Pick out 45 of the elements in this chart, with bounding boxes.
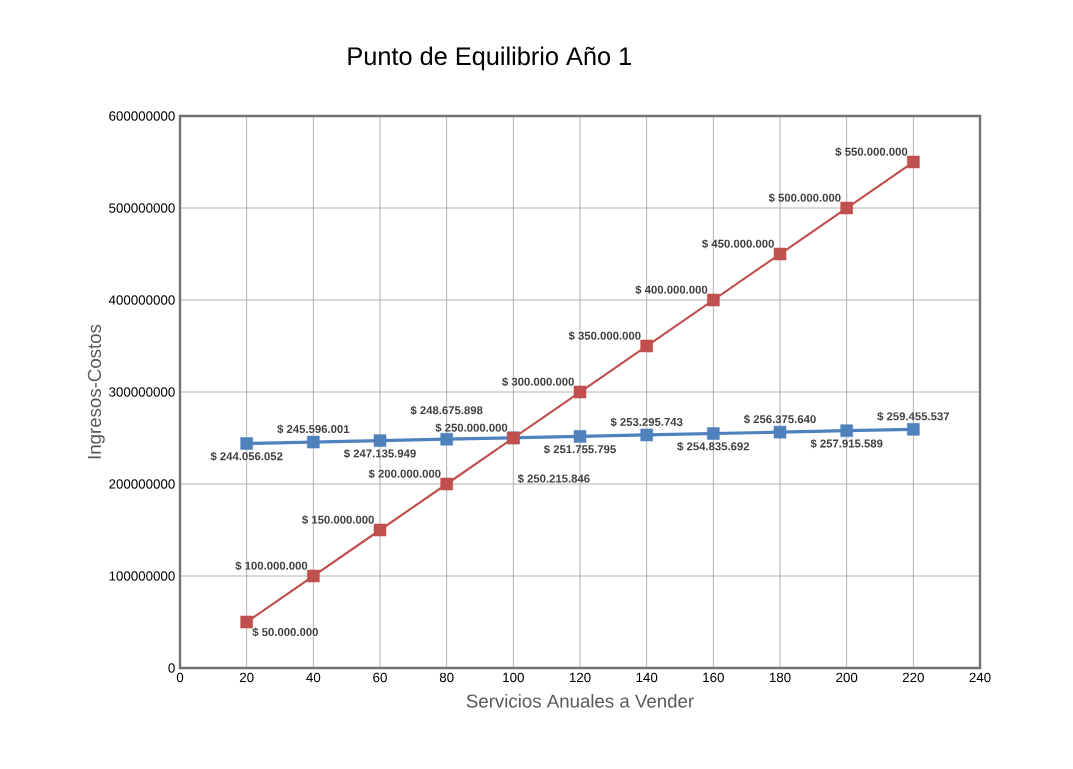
data-label: $ 256.375.640 bbox=[743, 414, 816, 424]
x-tick-label: 40 bbox=[306, 672, 321, 683]
x-tick-label: 200 bbox=[836, 672, 858, 683]
y-axis-title: Ingresos-Costos bbox=[87, 324, 105, 459]
x-tick-label: 20 bbox=[239, 672, 254, 683]
x-tick-label: 180 bbox=[769, 672, 791, 683]
x-axis-title: Servicios Anuales a Vender bbox=[466, 693, 694, 708]
data-label: $ 50.000.000 bbox=[252, 627, 318, 637]
y-tick-label: 500000000 bbox=[109, 203, 175, 213]
data-label: $ 100.000.000 bbox=[235, 561, 308, 571]
x-tick-label: 60 bbox=[373, 672, 387, 683]
data-label: $ 200.000.000 bbox=[368, 469, 441, 479]
y-tick-label: 600000000 bbox=[109, 111, 175, 121]
data-label: $ 259.455.537 bbox=[877, 411, 950, 422]
y-tick-label: 400000000 bbox=[108, 295, 175, 305]
x-tick-label: 240 bbox=[969, 672, 991, 683]
data-label: $ 251.755.795 bbox=[543, 444, 616, 454]
data-label: $ 400.000.000 bbox=[635, 285, 708, 295]
data-label: $ 450.000.000 bbox=[702, 239, 774, 249]
data-label: $ 550.000.000 bbox=[835, 147, 908, 157]
data-label: $ 244.056.052 bbox=[210, 451, 283, 461]
data-label: $ 500.000.000 bbox=[768, 193, 841, 203]
x-tick-label: 120 bbox=[569, 672, 591, 683]
y-tick-label: 0 bbox=[168, 663, 175, 673]
data-label: $ 253.295.743 bbox=[610, 417, 683, 427]
data-label: $ 245.596.001 bbox=[277, 424, 350, 434]
data-label: $ 300.000.000 bbox=[502, 377, 574, 387]
data-label: $ 248.675.898 bbox=[410, 405, 483, 415]
data-label: $ 250.215.846 bbox=[517, 474, 590, 484]
data-label: $ 250.000.000 bbox=[435, 423, 508, 433]
x-tick-label: 80 bbox=[439, 672, 454, 683]
data-label: $ 257.915.589 bbox=[810, 438, 883, 449]
x-tick-label: 0 bbox=[176, 672, 184, 683]
y-tick-label: 300000000 bbox=[109, 387, 175, 397]
data-label: $ 254.835.692 bbox=[677, 441, 750, 452]
data-label: $ 150.000.000 bbox=[302, 515, 374, 525]
y-tick-label: 200000000 bbox=[109, 479, 175, 489]
x-tick-label: 220 bbox=[902, 672, 924, 683]
x-tick-label: 160 bbox=[703, 672, 724, 683]
x-tick-label: 140 bbox=[636, 672, 658, 683]
x-tick-label: 100 bbox=[503, 672, 524, 683]
chart-title: Punto de Equilibrio Año 1 bbox=[348, 46, 631, 71]
y-tick-label: 100000000 bbox=[109, 571, 175, 581]
data-label: $ 350.000.000 bbox=[568, 331, 641, 341]
data-label: $ 247.135.949 bbox=[343, 448, 416, 459]
